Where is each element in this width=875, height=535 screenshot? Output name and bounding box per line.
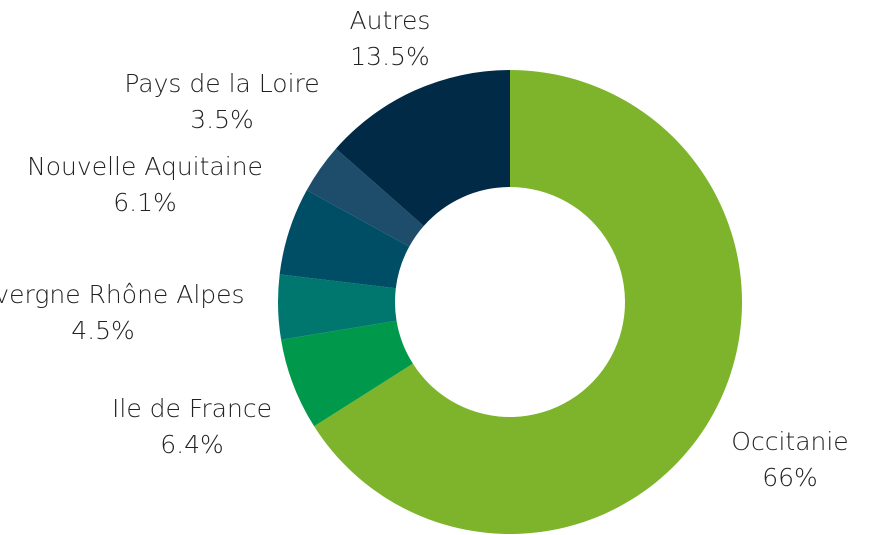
slice-label: Occitanie — [731, 427, 848, 456]
slice-label: Nouvelle Aquitaine — [27, 152, 263, 181]
slice-label: Pays de la Loire — [124, 69, 319, 98]
donut-slice — [279, 190, 410, 289]
slice-label: Auvergne Rhône Alpes — [0, 280, 245, 309]
slice-value-label: 4.5% — [71, 316, 135, 345]
slice-label: Autres — [350, 6, 431, 35]
slice-label: Ile de France — [112, 394, 272, 423]
slice-value-label: 6.4% — [160, 430, 224, 459]
donut-slice — [278, 274, 397, 340]
slice-value-label: 3.5% — [190, 105, 254, 134]
donut-slice — [335, 70, 510, 226]
donut-slice — [306, 148, 424, 247]
slice-value-label: 66% — [762, 463, 818, 492]
slice-value-label: 13.5% — [350, 42, 429, 71]
slice-value-label: 6.1% — [113, 188, 177, 217]
donut-slice — [314, 70, 742, 534]
donut-slice — [281, 320, 413, 427]
